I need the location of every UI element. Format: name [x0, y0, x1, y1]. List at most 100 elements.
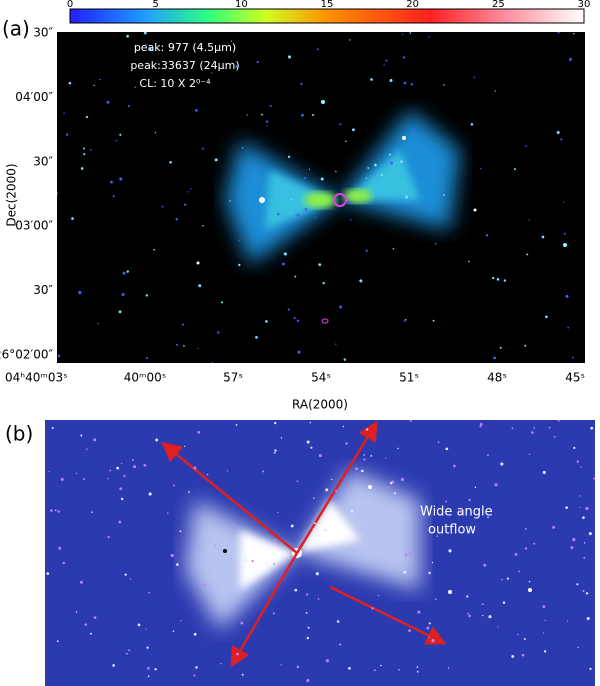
star [203, 583, 206, 586]
star [198, 284, 202, 288]
star [404, 319, 407, 321]
star [304, 208, 308, 211]
x-tick-label: 54ˢ [311, 371, 331, 385]
star [60, 477, 64, 481]
star [400, 160, 403, 163]
star [409, 32, 412, 34]
star [283, 252, 287, 256]
star [313, 497, 315, 499]
star [46, 572, 50, 575]
star [197, 347, 199, 350]
star [573, 446, 576, 449]
star [528, 219, 530, 221]
star [474, 486, 477, 489]
colorbar-tick-label: 5 [152, 0, 158, 10]
star [123, 474, 126, 478]
x-axis-label: RA(2000) [292, 398, 348, 412]
star [48, 470, 50, 473]
star [121, 293, 125, 297]
star [217, 331, 220, 334]
star [235, 65, 238, 68]
star [296, 665, 300, 669]
star [525, 528, 527, 530]
star [570, 546, 574, 550]
star [544, 619, 546, 622]
star [148, 591, 151, 594]
star [126, 652, 128, 655]
star [306, 678, 310, 683]
star [262, 470, 265, 473]
star [229, 200, 231, 202]
star [266, 125, 268, 127]
star [324, 528, 327, 532]
star [582, 516, 585, 520]
star [112, 664, 115, 667]
star [183, 203, 187, 206]
star [190, 188, 192, 190]
star [318, 263, 322, 267]
star [57, 354, 61, 358]
star [445, 500, 448, 503]
star [265, 320, 268, 323]
star [500, 462, 504, 466]
star [220, 662, 222, 665]
star [385, 457, 387, 459]
star [496, 278, 500, 281]
star [560, 138, 563, 141]
colorbar-tick-label: 15 [321, 0, 334, 10]
star [86, 448, 88, 450]
star [80, 167, 84, 170]
star [232, 523, 236, 526]
star [350, 218, 352, 221]
star [339, 305, 343, 309]
star [255, 335, 258, 339]
star [363, 458, 366, 461]
star [57, 192, 59, 195]
star [380, 664, 382, 667]
star [214, 158, 218, 162]
star [107, 535, 110, 539]
star [565, 506, 568, 509]
star [511, 655, 515, 658]
star [75, 472, 78, 475]
colorbar-tick-label: 10 [235, 0, 248, 10]
star [211, 361, 214, 363]
star [348, 39, 351, 41]
star [239, 557, 242, 561]
star [290, 524, 294, 528]
star [161, 205, 164, 208]
star [183, 345, 185, 347]
star [499, 346, 502, 349]
star [91, 511, 93, 513]
star [383, 64, 385, 66]
star [206, 474, 209, 476]
star [148, 47, 152, 51]
star [63, 112, 65, 114]
star [392, 247, 395, 250]
star [378, 158, 380, 160]
star [238, 263, 241, 267]
star [51, 426, 54, 429]
star [290, 213, 292, 215]
star [339, 643, 342, 646]
star [300, 82, 303, 85]
star [193, 632, 197, 636]
star [82, 147, 85, 150]
star [389, 78, 393, 82]
star [226, 470, 229, 472]
star [197, 431, 201, 434]
star [251, 559, 254, 563]
annotation: outflow [428, 523, 476, 538]
star [374, 163, 377, 167]
star [137, 623, 141, 627]
star [359, 570, 361, 572]
star [129, 578, 132, 580]
y-tick-label: 30″ [33, 154, 53, 168]
star [266, 562, 269, 565]
star [480, 167, 482, 170]
star [360, 469, 364, 473]
star [78, 291, 82, 295]
star [90, 148, 92, 151]
star [371, 607, 374, 610]
star [119, 177, 123, 181]
